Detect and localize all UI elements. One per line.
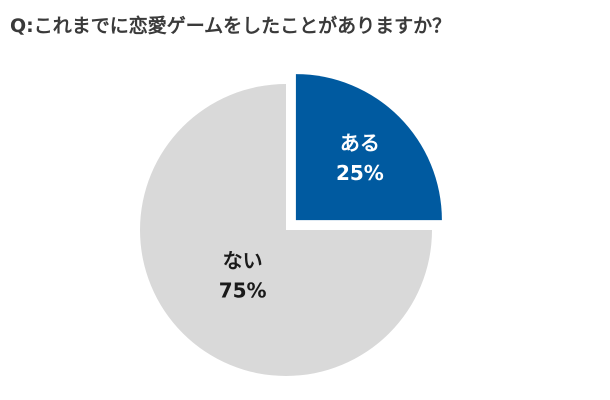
pie-labels: ある 25% ない 75% <box>219 131 384 302</box>
slice-value-label-1: 75% <box>219 278 267 302</box>
pie-slice-1 <box>140 84 432 376</box>
pie-slices <box>140 74 442 376</box>
slice-value-label-0: 25% <box>336 161 384 185</box>
slice-category-label-1: ない <box>223 248 263 272</box>
slice-category-label-0: ある <box>340 131 380 155</box>
chart-title: Q:これまでに恋愛ゲームをしたことがありますか？ <box>10 15 452 37</box>
pie-slice-0 <box>295 74 442 221</box>
